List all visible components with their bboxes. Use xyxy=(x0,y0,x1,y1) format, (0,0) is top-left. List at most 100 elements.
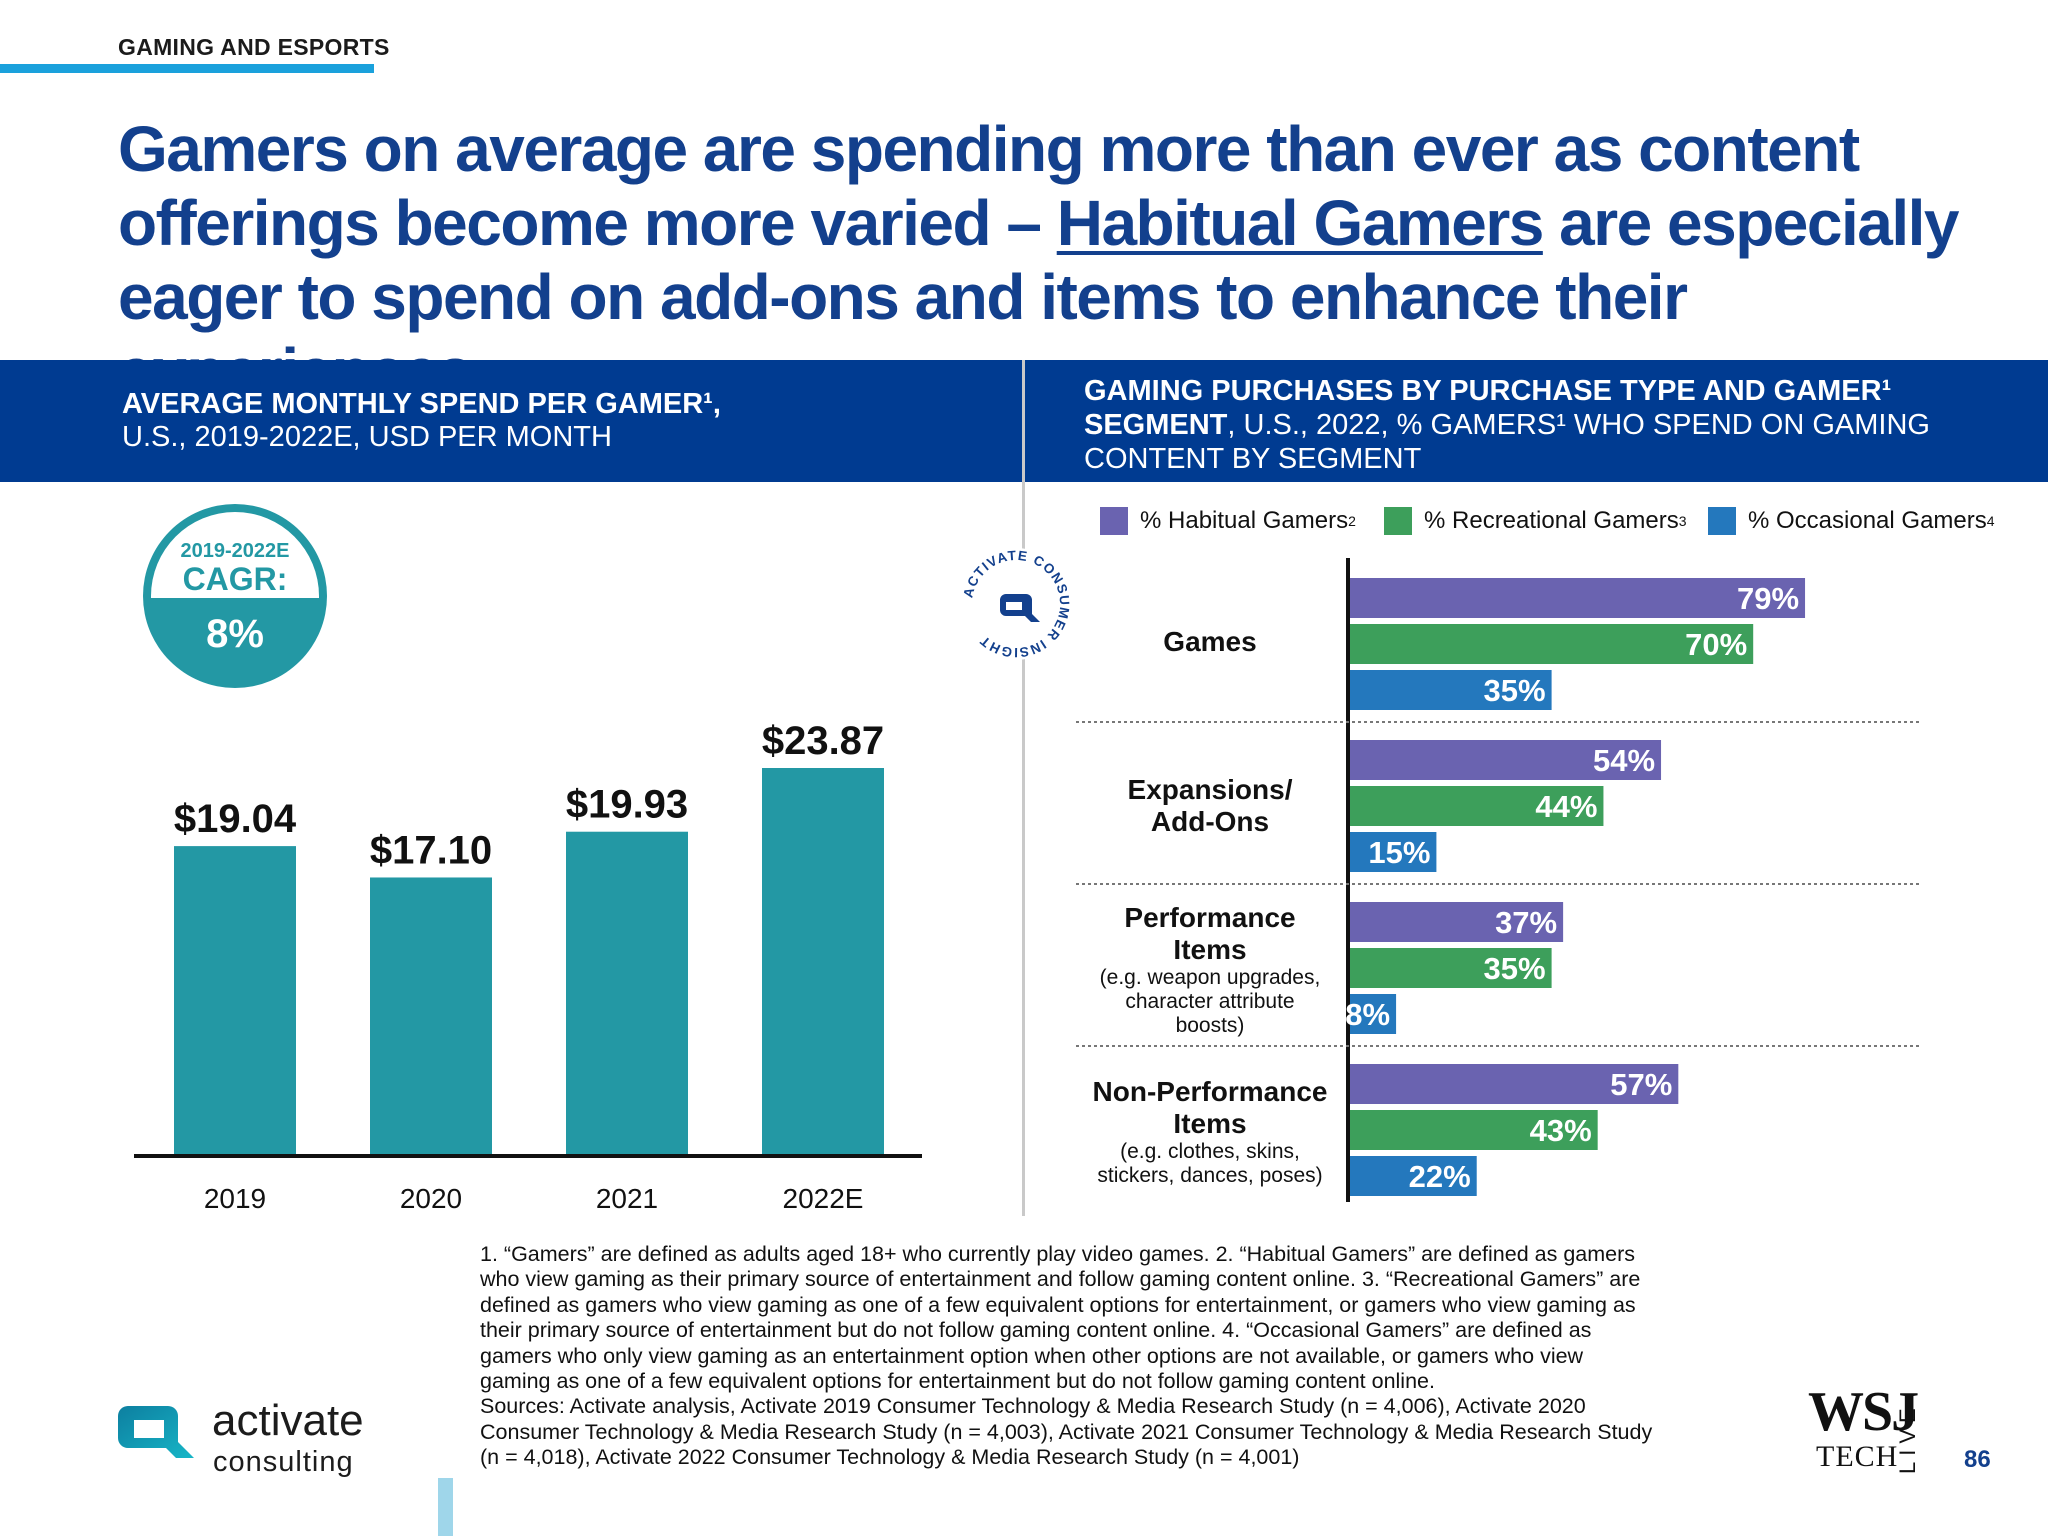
hbar-value-label: 54% xyxy=(1593,743,1655,778)
category-title: Items xyxy=(1173,934,1247,965)
category-title: Add-Ons xyxy=(1150,806,1270,837)
category-subtitle: character attribute xyxy=(1125,990,1295,1013)
category-games: Games xyxy=(1080,626,1340,658)
category-non-performance: Non-Performance Items (e.g. clothes, ski… xyxy=(1080,1076,1340,1188)
legend-recreational: % Recreational Gamers 3 xyxy=(1384,506,1687,536)
hbar-value-label: 35% xyxy=(1484,673,1546,708)
hbar-value-label: 57% xyxy=(1610,1067,1672,1102)
right-title-rest2: CONTENT BY SEGMENT xyxy=(1084,443,1422,475)
legend-habitual: % Habitual Gamers 2 xyxy=(1100,506,1356,536)
bar-value-label: $23.87 xyxy=(762,719,884,763)
footnote-line: defined as gamers who view gaming as one… xyxy=(480,1292,1636,1317)
right-panel-title: GAMING PURCHASES BY PURCHASE TYPE AND GA… xyxy=(1084,374,2024,476)
bar-2021 xyxy=(566,831,688,1154)
legend-swatch-habitual xyxy=(1100,507,1128,535)
hbar-recreational-gamers xyxy=(1350,624,1754,664)
category-subtitle: stickers, dances, poses) xyxy=(1097,1164,1323,1187)
bar-2020 xyxy=(370,877,492,1154)
legend-label-occasional: % Occasional Gamers xyxy=(1748,507,1987,534)
category-title: Non-Performance xyxy=(1092,1076,1328,1107)
category-title: Items xyxy=(1173,1108,1247,1139)
spend-bar-chart: $19.04 2019 $17.10 2020 $19.93 2021 $23.87 2022… xyxy=(134,719,922,1214)
hbar-value-label: 70% xyxy=(1685,627,1747,662)
x-tick-label: 2020 xyxy=(400,1183,462,1214)
hbar-value-label: 35% xyxy=(1484,951,1546,986)
hbar-value-label: 79% xyxy=(1737,581,1799,616)
panel-divider xyxy=(1022,360,1025,1216)
logo-wordmark: activate xyxy=(212,1396,364,1445)
hbar-occasional-gamers xyxy=(1350,832,1437,872)
hbar-habitual-gamers xyxy=(1350,578,1806,618)
category-subtitle: boosts) xyxy=(1175,1014,1245,1037)
hbar-value-label: 15% xyxy=(1368,835,1430,870)
hbar-recreational-gamers xyxy=(1350,786,1604,826)
category-title: Games xyxy=(1163,626,1257,657)
left-title-bold: AVERAGE MONTHLY SPEND PER GAMER¹, xyxy=(122,388,721,420)
legend-sup-habitual: 2 xyxy=(1348,513,1356,529)
bar-value-label: $19.04 xyxy=(174,797,297,841)
hbar-occasional-gamers xyxy=(1350,994,1397,1034)
activate-logo-icon xyxy=(118,1406,194,1458)
purchases-hbar-chart: 79% 70% 35% 54% 44% 15% 37% 35% 8% 57% 43% 22% xyxy=(1076,558,1922,1202)
hbar-value-label: 8% xyxy=(1345,997,1390,1032)
bar-value-label: $19.93 xyxy=(566,783,688,827)
category-title: Performance xyxy=(1124,902,1296,933)
right-title-bold1: GAMING PURCHASES BY PURCHASE TYPE AND GA… xyxy=(1084,375,1892,407)
right-title-rest1: , U.S., 2022, % GAMERS¹ WHO SPEND ON GAM… xyxy=(1227,409,1930,441)
logo-subtitle: consulting xyxy=(213,1446,354,1478)
section-rule xyxy=(0,64,374,73)
footnote-line: Sources: Activate analysis, Activate 201… xyxy=(480,1394,1586,1419)
hbar-recreational-gamers xyxy=(1350,1110,1598,1150)
hbar-value-label: 37% xyxy=(1495,905,1557,940)
category-subtitle: (e.g. weapon upgrades, xyxy=(1099,966,1321,989)
bar-2022e xyxy=(762,768,884,1154)
footnote-line: who view gaming as their primary source … xyxy=(480,1267,1641,1292)
x-tick-label: 2021 xyxy=(596,1183,658,1214)
footnote-line: (n = 4,018), Activate 2022 Consumer Tech… xyxy=(480,1445,1300,1470)
hbar-value-label: 22% xyxy=(1409,1159,1471,1194)
footnote: 1. “Gamers” are defined as adults aged 1… xyxy=(480,1242,1760,1471)
wsj-live-label: LIVE xyxy=(1895,1402,1920,1474)
footnote-line: gaming as one of a few equivalent option… xyxy=(480,1369,1435,1394)
wsj-logo: WSJ xyxy=(1808,1381,1919,1443)
legend-sup-occasional: 4 xyxy=(1986,513,1995,529)
right-title-bold2: SEGMENT xyxy=(1084,409,1228,441)
legend-label-habitual: % Habitual Gamers xyxy=(1140,507,1349,534)
hbar-value-label: 43% xyxy=(1530,1113,1592,1148)
wsj-tech-label: TECH xyxy=(1816,1440,1899,1473)
category-title: Expansions/ xyxy=(1127,774,1293,805)
hbar-habitual-gamers xyxy=(1350,1064,1679,1104)
consumer-insight-badge-icon: ACTIVATE CONSUMER INSIGHT xyxy=(960,548,1072,660)
category-performance: Performance Items (e.g. weapon upgrades,… xyxy=(1080,902,1340,1038)
page-number: 86 xyxy=(1964,1446,1991,1473)
bar-2019 xyxy=(174,846,296,1154)
footnote-line: gamers who only view gaming as an entert… xyxy=(480,1343,1584,1368)
cagr-value: 8% xyxy=(206,612,264,656)
footnote-line: 1. “Gamers” are defined as adults aged 1… xyxy=(480,1242,1636,1266)
hbar-habitual-gamers xyxy=(1350,740,1662,780)
left-title-rest: U.S., 2019-2022E, USD PER MONTH xyxy=(122,421,612,453)
hbar-occasional-gamers xyxy=(1350,670,1552,710)
legend-occasional: % Occasional Gamers 4 xyxy=(1708,506,1995,536)
category-subtitle: (e.g. clothes, skins, xyxy=(1120,1140,1300,1163)
cagr-label: CAGR: xyxy=(182,561,288,597)
legend-swatch-recreational xyxy=(1384,507,1412,535)
legend-swatch-occasional xyxy=(1708,507,1736,535)
left-panel-title: AVERAGE MONTHLY SPEND PER GAMER¹, U.S., … xyxy=(122,388,721,454)
hbar-occasional-gamers xyxy=(1350,1156,1477,1196)
hbar-habitual-gamers xyxy=(1350,902,1564,942)
wsj-live-text: LIVE xyxy=(1895,1402,1920,1474)
headline-link: Habitual Gamers xyxy=(1056,187,1545,259)
hbar-value-label: 44% xyxy=(1535,789,1597,824)
section-tag: GAMING AND ESPORTS xyxy=(118,34,390,60)
footnote-line: Consumer Technology & Media Research Stu… xyxy=(480,1419,1653,1444)
cagr-years: 2019-2022E xyxy=(180,540,290,562)
x-tick-label: 2022E xyxy=(783,1183,864,1214)
legend-label-recreational: % Recreational Gamers xyxy=(1424,507,1679,534)
cagr-badge: 2019-2022E CAGR: 8% xyxy=(143,504,327,688)
hbar-recreational-gamers xyxy=(1350,948,1552,988)
x-tick-label: 2019 xyxy=(204,1183,266,1214)
headline-part1: Gamers on average are spending more than… xyxy=(118,113,1860,259)
legend-sup-recreational: 3 xyxy=(1678,513,1687,529)
bar-value-label: $17.10 xyxy=(370,828,492,872)
